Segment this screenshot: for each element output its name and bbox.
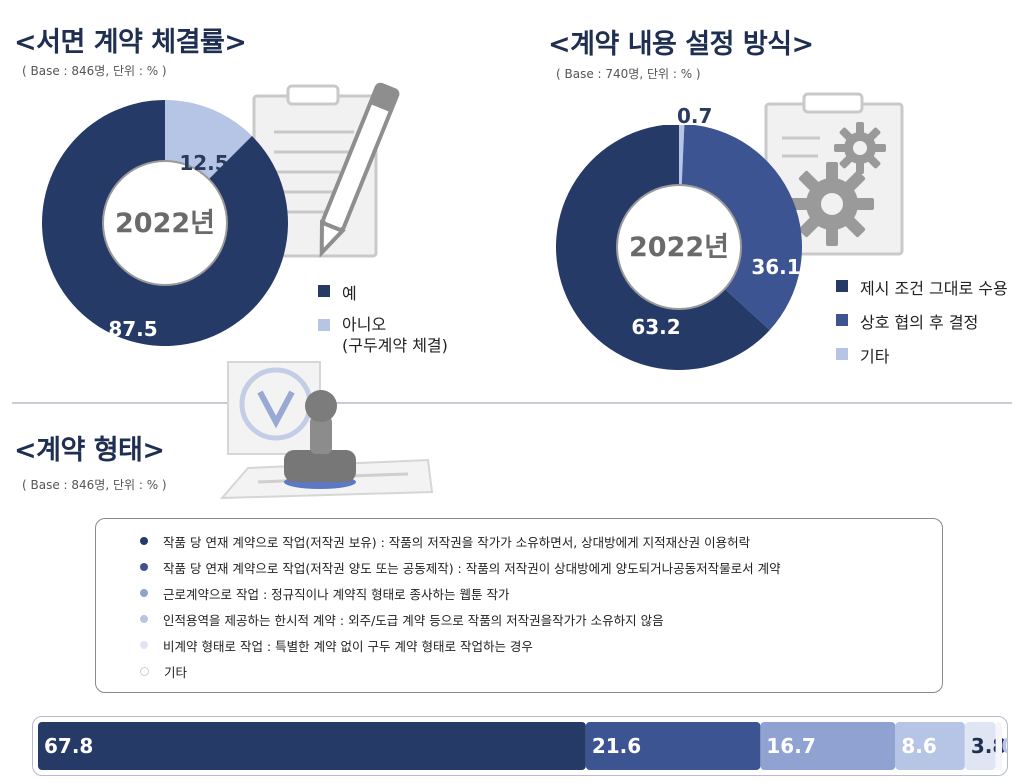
legend-dot — [140, 563, 148, 571]
legend-swatch — [836, 348, 848, 360]
bar-segment-2 — [760, 722, 896, 770]
donut2-slice-1 — [679, 125, 802, 331]
legend-dot — [140, 615, 148, 623]
legend-label: 예 — [342, 284, 357, 303]
bar-segment-label-3: 8.6 — [901, 734, 936, 758]
legend-item-retain-copyright: 작품 당 연재 계약으로 작업(저작권 보유) : 작품의 저작권을 작가가 소… — [140, 528, 781, 554]
bar-segment-label-5: 0.8 — [1002, 734, 1008, 758]
legend-sublabel: (구두계약 체결) — [342, 336, 448, 355]
legend-label: 기타 — [860, 347, 890, 366]
donut2-label-accepted: 63.2 — [631, 315, 680, 339]
legend-item-other: 기타 — [836, 343, 1008, 367]
legend-dot — [140, 537, 148, 545]
section-divider — [12, 402, 1012, 404]
section1-base-note: ( Base : 846명, 단위 : % ) — [22, 64, 167, 78]
donut1-center-year: 2022년 — [115, 208, 215, 239]
donut2-center-year: 2022년 — [629, 232, 729, 263]
legend-item-transfer-copyright: 작품 당 연재 계약으로 작업(저작권 양도 또는 공동제작) : 작품의 저작… — [140, 554, 781, 580]
legend-contract-terms: 제시 조건 그대로 수용 상호 협의 후 결정 기타 — [836, 275, 1008, 377]
donut-chart-contract-terms: 2022년 36.1 63.2 — [556, 125, 802, 370]
bar-segment-label-2: 16.7 — [766, 734, 815, 758]
legend-swatch — [318, 285, 330, 297]
legend-text: 근로계약으로 작업 : 정규직이나 계약직 형태로 종사하는 웹툰 작가 — [163, 586, 510, 602]
legend-dot — [140, 641, 148, 649]
legend-item-negotiated: 상호 협의 후 결정 — [836, 309, 1008, 333]
contract-type-stacked-bar: 67.821.616.78.63.80.8 — [38, 722, 1008, 770]
legend-label: 상호 협의 후 결정 — [860, 313, 979, 332]
bar-segment-1 — [585, 722, 761, 770]
legend-written-contract: 예 아니오 (구두계약 체결) — [318, 280, 448, 356]
legend-item-no-contract: 비계약 형태로 작업 : 특별한 계약 없이 구두 계약 형태로 작업하는 경우 — [140, 632, 781, 658]
legend-text: 작품 당 연재 계약으로 작업(저작권 보유) : 작품의 저작권을 작가가 소… — [163, 534, 751, 550]
bar-segment-3 — [895, 722, 965, 770]
section3-base-note: ( Base : 846명, 단위 : % ) — [22, 478, 167, 492]
bar-segment-label-1: 21.6 — [592, 734, 641, 758]
clipboard-gears-icon — [764, 92, 904, 256]
donut2-center-circle — [616, 184, 742, 310]
legend-item-other: 기타 — [140, 658, 781, 684]
donut2-label-negotiated: 36.1 — [751, 255, 800, 279]
contract-type-bar-frame: 67.821.616.78.63.80.8 — [32, 716, 1008, 776]
legend-label: 아니오 — [342, 315, 387, 334]
legend-dot — [140, 589, 148, 597]
bar-segment-5 — [995, 722, 1002, 770]
legend-item-yes: 예 — [318, 280, 448, 304]
section1-title: <서면 계약 체결률> — [14, 27, 247, 58]
donut1-label-yes: 87.5 — [108, 317, 157, 341]
legend-text: 비계약 형태로 작업 : 특별한 계약 없이 구두 계약 형태로 작업하는 경우 — [163, 638, 533, 654]
legend-text: 기타 — [164, 664, 188, 680]
donut1-label-no: 12.5 — [179, 151, 228, 175]
legend-label: 제시 조건 그대로 수용 — [860, 279, 1008, 298]
donut2-label-other: 0.7 — [677, 104, 713, 128]
legend-item-service-contract: 인적용역을 제공하는 한시적 계약 : 외주/도급 계약 등으로 작품의 저작권… — [140, 606, 781, 632]
contract-type-legend-list: 작품 당 연재 계약으로 작업(저작권 보유) : 작품의 저작권을 작가가 소… — [140, 528, 781, 684]
donut1-center-circle — [102, 160, 228, 286]
donut-chart-written-contract: 2022년 12.5 87.5 — [41, 100, 288, 346]
legend-item-no: 아니오 (구두계약 체결) — [318, 314, 448, 356]
legend-text: 인적용역을 제공하는 한시적 계약 : 외주/도급 계약 등으로 작품의 저작권… — [163, 612, 664, 628]
legend-swatch — [836, 280, 848, 292]
section3-title: <계약 형태> — [14, 435, 165, 466]
bar-segment-0 — [38, 722, 586, 770]
legend-swatch — [318, 319, 330, 331]
contract-type-legend-box: 작품 당 연재 계약으로 작업(저작권 보유) : 작품의 저작권을 작가가 소… — [95, 518, 943, 693]
legend-swatch — [836, 314, 848, 326]
legend-item-accepted: 제시 조건 그대로 수용 — [836, 275, 1008, 299]
stamp-document-icon — [219, 361, 434, 500]
section2-title: <계약 내용 설정 방식> — [548, 29, 814, 60]
section2-base-note: ( Base : 740명, 단위 : % ) — [556, 67, 701, 81]
bar-segment-4 — [964, 722, 996, 770]
legend-dot — [140, 666, 149, 676]
bar-segment-label-0: 67.8 — [44, 734, 93, 758]
legend-item-employment: 근로계약으로 작업 : 정규직이나 계약직 형태로 종사하는 웹툰 작가 — [140, 580, 781, 606]
legend-text: 작품 당 연재 계약으로 작업(저작권 양도 또는 공동제작) : 작품의 저작… — [163, 560, 781, 576]
